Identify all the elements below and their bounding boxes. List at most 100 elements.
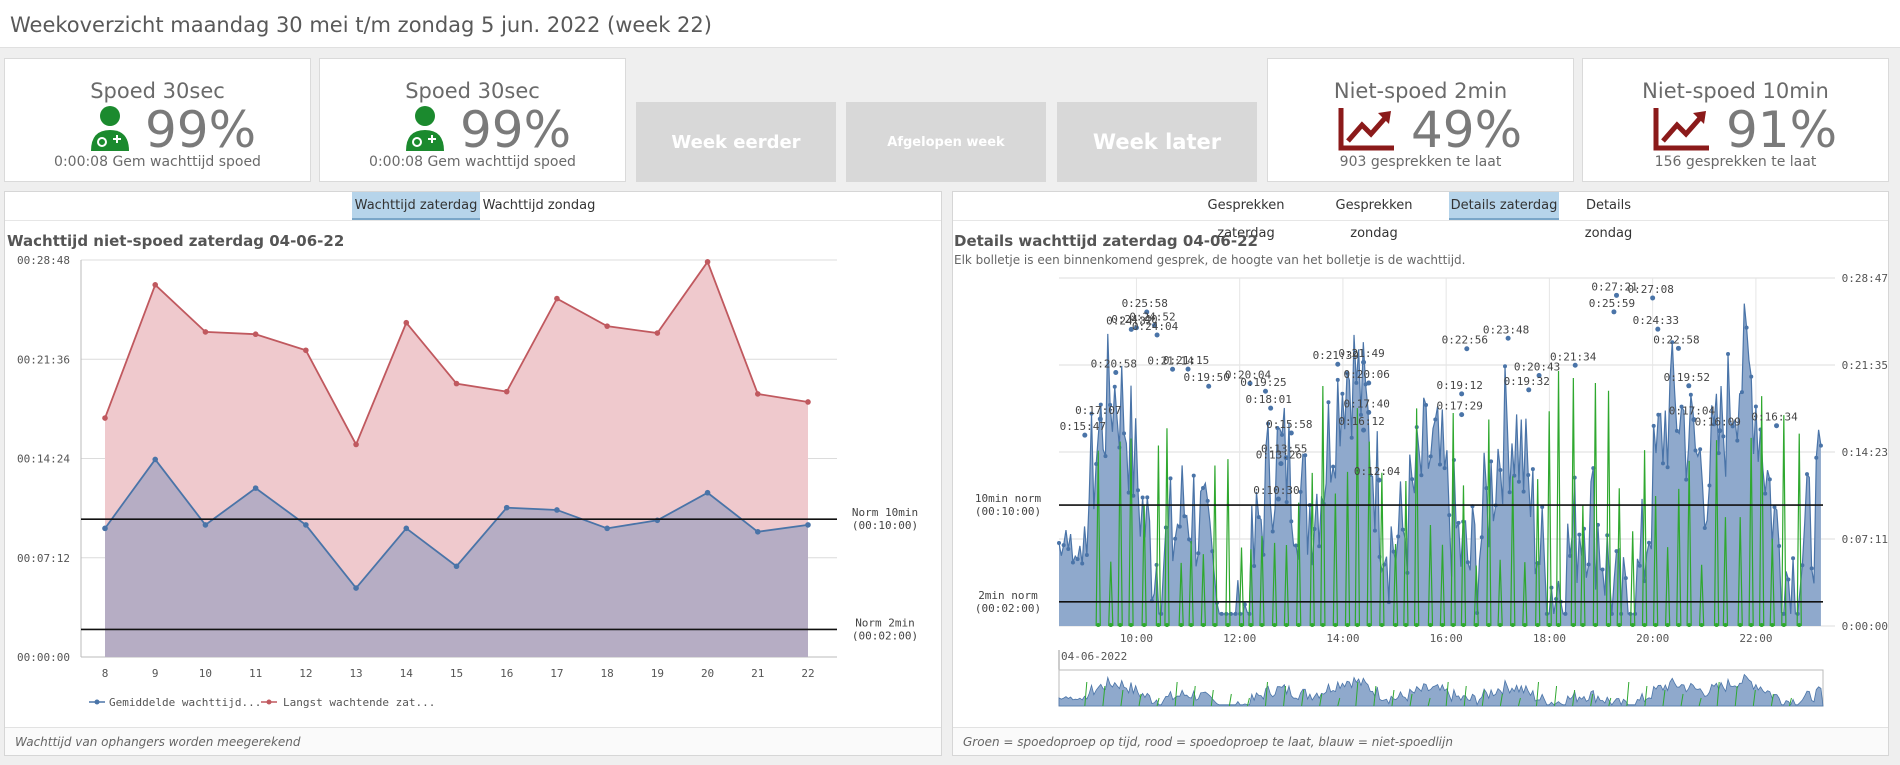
y-tick-label: 0:21:35 (1842, 359, 1888, 372)
longest-wait-point (805, 399, 811, 405)
tab-details-zaterdag[interactable]: Details zaterdag (1449, 192, 1559, 220)
urgent-call-spike (1769, 538, 1775, 627)
urgent-call-point (1414, 623, 1419, 627)
call-point (1066, 546, 1071, 551)
urgent-call-spike (1117, 441, 1123, 627)
urgent-call-point (1606, 623, 1611, 627)
peak-point (1278, 461, 1284, 467)
urgent-call-spike (1605, 390, 1612, 627)
urgent-call-point (1535, 623, 1540, 627)
navigator-spike (1192, 685, 1196, 707)
call-point (1108, 402, 1113, 407)
urgent-call-spike (1522, 562, 1528, 627)
call-point (1465, 560, 1470, 565)
kpi-value: 99% (460, 101, 572, 159)
urgent-call-spike (1486, 419, 1492, 627)
peak-label: 0:16:12 (1338, 415, 1384, 428)
call-point (1358, 412, 1363, 417)
peak-label: 0:21:39 (1313, 349, 1359, 362)
urgent-call-spike (1392, 543, 1399, 627)
urgent-call-spike (1450, 412, 1456, 627)
call-point (1098, 402, 1103, 407)
tab-gesprekken-zaterdag[interactable]: Gesprekken zaterdag (1207, 198, 1285, 241)
tab-gesprekken-zondag[interactable]: Gesprekken zondag (1335, 198, 1413, 241)
last-week-button[interactable]: Afgelopen week (846, 102, 1046, 182)
kpi-card-niet-spoed-10min[interactable]: Niet-spoed 10min 91% 156 gesprekken te l… (1582, 58, 1889, 182)
urgent-call-point (1714, 623, 1719, 627)
urgent-call-point (1797, 623, 1802, 627)
peak-label: 0:15:47 (1060, 420, 1106, 433)
x-tick-label: 20 (701, 667, 714, 680)
peak-label: 0:19:32 (1504, 375, 1550, 388)
call-point (1233, 611, 1238, 616)
tab-wachttijd-zaterdag[interactable]: Wachttijd zaterdag (352, 192, 480, 220)
call-point (1767, 477, 1772, 482)
x-tick-label: 22:00 (1739, 632, 1772, 645)
urgent-call-spike (1188, 540, 1194, 627)
call-point (1103, 454, 1108, 459)
norm-2min-label: 2min norm (978, 589, 1038, 602)
tab-details-zondag[interactable]: Details zondag (1584, 198, 1633, 241)
x-tick-label: 12:00 (1223, 632, 1256, 645)
urgent-call-spike (1555, 370, 1562, 627)
call-point (1600, 567, 1605, 572)
longest-wait-point (152, 282, 159, 288)
peak-label: 0:10:30 (1253, 484, 1299, 497)
peak-point (1459, 412, 1465, 418)
peak-point (1691, 417, 1697, 423)
peak-label: 0:21:49 (1338, 347, 1384, 360)
urgent-call-point (1617, 623, 1622, 627)
call-point (1349, 435, 1354, 440)
tab-wachttijd-zondag[interactable]: Wachttijd zondag (482, 198, 596, 213)
peak-point (1464, 346, 1470, 352)
week-later-button[interactable]: Week later (1057, 102, 1257, 182)
peak-label: 0:17:29 (1436, 400, 1482, 413)
urgent-call-point (1333, 623, 1338, 627)
urgent-call-spike (1546, 411, 1552, 627)
call-point (1586, 562, 1591, 567)
peak-label: 0:25:59 (1589, 297, 1635, 310)
navigator-spike (1554, 685, 1558, 707)
kpi-card-spoed-1[interactable]: Spoed 30sec 99% 0:00:08 Gem wachttijd sp… (4, 58, 311, 182)
peak-label: 0:19:25 (1240, 376, 1286, 389)
kpi-card-niet-spoed-2min[interactable]: Niet-spoed 2min 49% 903 gesprekken te la… (1267, 58, 1574, 182)
call-point (1753, 404, 1758, 409)
call-point (1726, 351, 1731, 356)
navigator-spike (1752, 689, 1756, 707)
wait-time-chart[interactable]: 00:00:00 00:07:12 00:14:24 00:21:36 00:28:48… (5, 252, 941, 727)
urgent-call-spike (1641, 450, 1648, 627)
urgent-call-spike (1722, 517, 1729, 627)
y-tick-label: 0:00:00 (1842, 620, 1888, 633)
urgent-call-spike (1344, 471, 1351, 627)
average-wait-point (554, 507, 560, 513)
y-tick-label: 0:07:11 (1842, 533, 1888, 546)
urgent-call-spike (1570, 378, 1577, 627)
call-point (1289, 519, 1294, 524)
urgent-call-spike (1439, 544, 1446, 627)
navigator-spike (1120, 689, 1124, 707)
peak-point (1614, 292, 1620, 298)
navigator-spike (1427, 697, 1431, 707)
week-earlier-button[interactable]: Week eerder (636, 102, 836, 182)
navigator-spike (1337, 697, 1341, 707)
urgent-call-point (1461, 623, 1466, 627)
x-tick-label: 9 (152, 667, 159, 680)
x-tick-label: 15 (450, 667, 463, 680)
peak-point (1206, 383, 1212, 389)
details-chart[interactable]: 0:00:00 0:07:11 0:14:23 0:21:35 0:28:47 10:00… (953, 252, 1888, 727)
kpi-card-spoed-2[interactable]: Spoed 30sec 99% 0:00:08 Gem wachttijd sp… (319, 58, 626, 182)
call-point (1721, 434, 1726, 439)
tab-divider (953, 220, 1888, 221)
call-point (1219, 611, 1224, 616)
navigator-spike (1590, 693, 1594, 707)
call-point (1080, 561, 1085, 566)
average-wait-point (252, 485, 259, 491)
urgent-call-point (1723, 623, 1728, 627)
peak-point (1774, 423, 1780, 429)
urgent-call-point (1580, 623, 1585, 627)
call-point (1372, 528, 1377, 533)
call-point (1530, 467, 1535, 472)
call-point (1112, 384, 1117, 389)
doctor-icon (91, 106, 129, 151)
y-tick-label: 00:14:24 (17, 453, 70, 466)
